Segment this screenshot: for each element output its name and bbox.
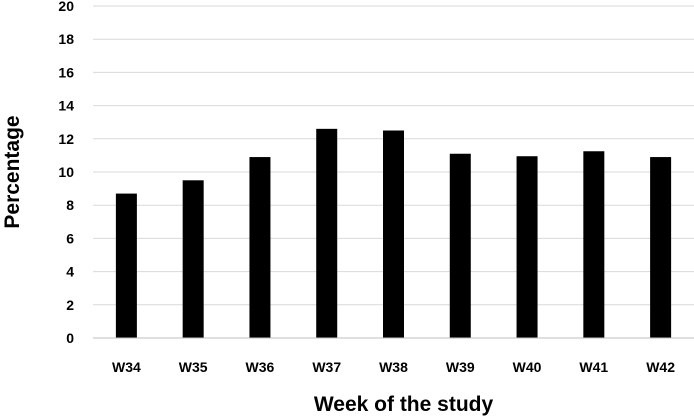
bar-w36 xyxy=(249,157,271,338)
bar-w41 xyxy=(583,151,605,338)
x-tick-label: W37 xyxy=(312,359,341,375)
x-tick-label: W35 xyxy=(179,359,208,375)
bar-w35 xyxy=(182,180,204,338)
y-axis-title: Percentage xyxy=(1,115,24,228)
x-tick-label: W40 xyxy=(513,359,542,375)
x-tick-label: W41 xyxy=(579,359,608,375)
bar-w38 xyxy=(383,130,404,338)
bar-w37 xyxy=(316,128,338,338)
y-tick-label: 20 xyxy=(58,0,74,14)
y-tick-label: 4 xyxy=(66,264,74,280)
y-tick-label: 10 xyxy=(58,164,74,180)
y-tick-label: 16 xyxy=(58,64,74,80)
y-tick-label: 12 xyxy=(58,131,74,147)
x-tick-labels: W34 W35 W36 W37 W38 W39 W40 W41 W42 xyxy=(112,359,675,375)
y-tick-label: 18 xyxy=(58,31,74,47)
bar-w42 xyxy=(650,157,672,338)
x-tick-label: W36 xyxy=(246,359,275,375)
y-tick-labels: 0 2 4 6 8 10 12 14 16 18 20 xyxy=(58,0,74,346)
x-tick-label: W38 xyxy=(379,359,408,375)
bars xyxy=(115,128,672,338)
y-tick-label: 2 xyxy=(66,297,74,313)
y-tick-label: 14 xyxy=(58,98,74,114)
x-tick-label: W39 xyxy=(446,359,475,375)
y-tick-label: 8 xyxy=(66,197,74,213)
x-tick-label: W34 xyxy=(112,359,141,375)
bar-w40 xyxy=(516,156,538,338)
bar-w34 xyxy=(115,193,137,338)
bar-w39 xyxy=(449,153,471,338)
x-tick-label: W42 xyxy=(646,359,675,375)
y-tick-label: 6 xyxy=(66,230,74,246)
y-tick-label: 0 xyxy=(66,330,74,346)
x-axis-title: Week of the study xyxy=(314,393,494,416)
